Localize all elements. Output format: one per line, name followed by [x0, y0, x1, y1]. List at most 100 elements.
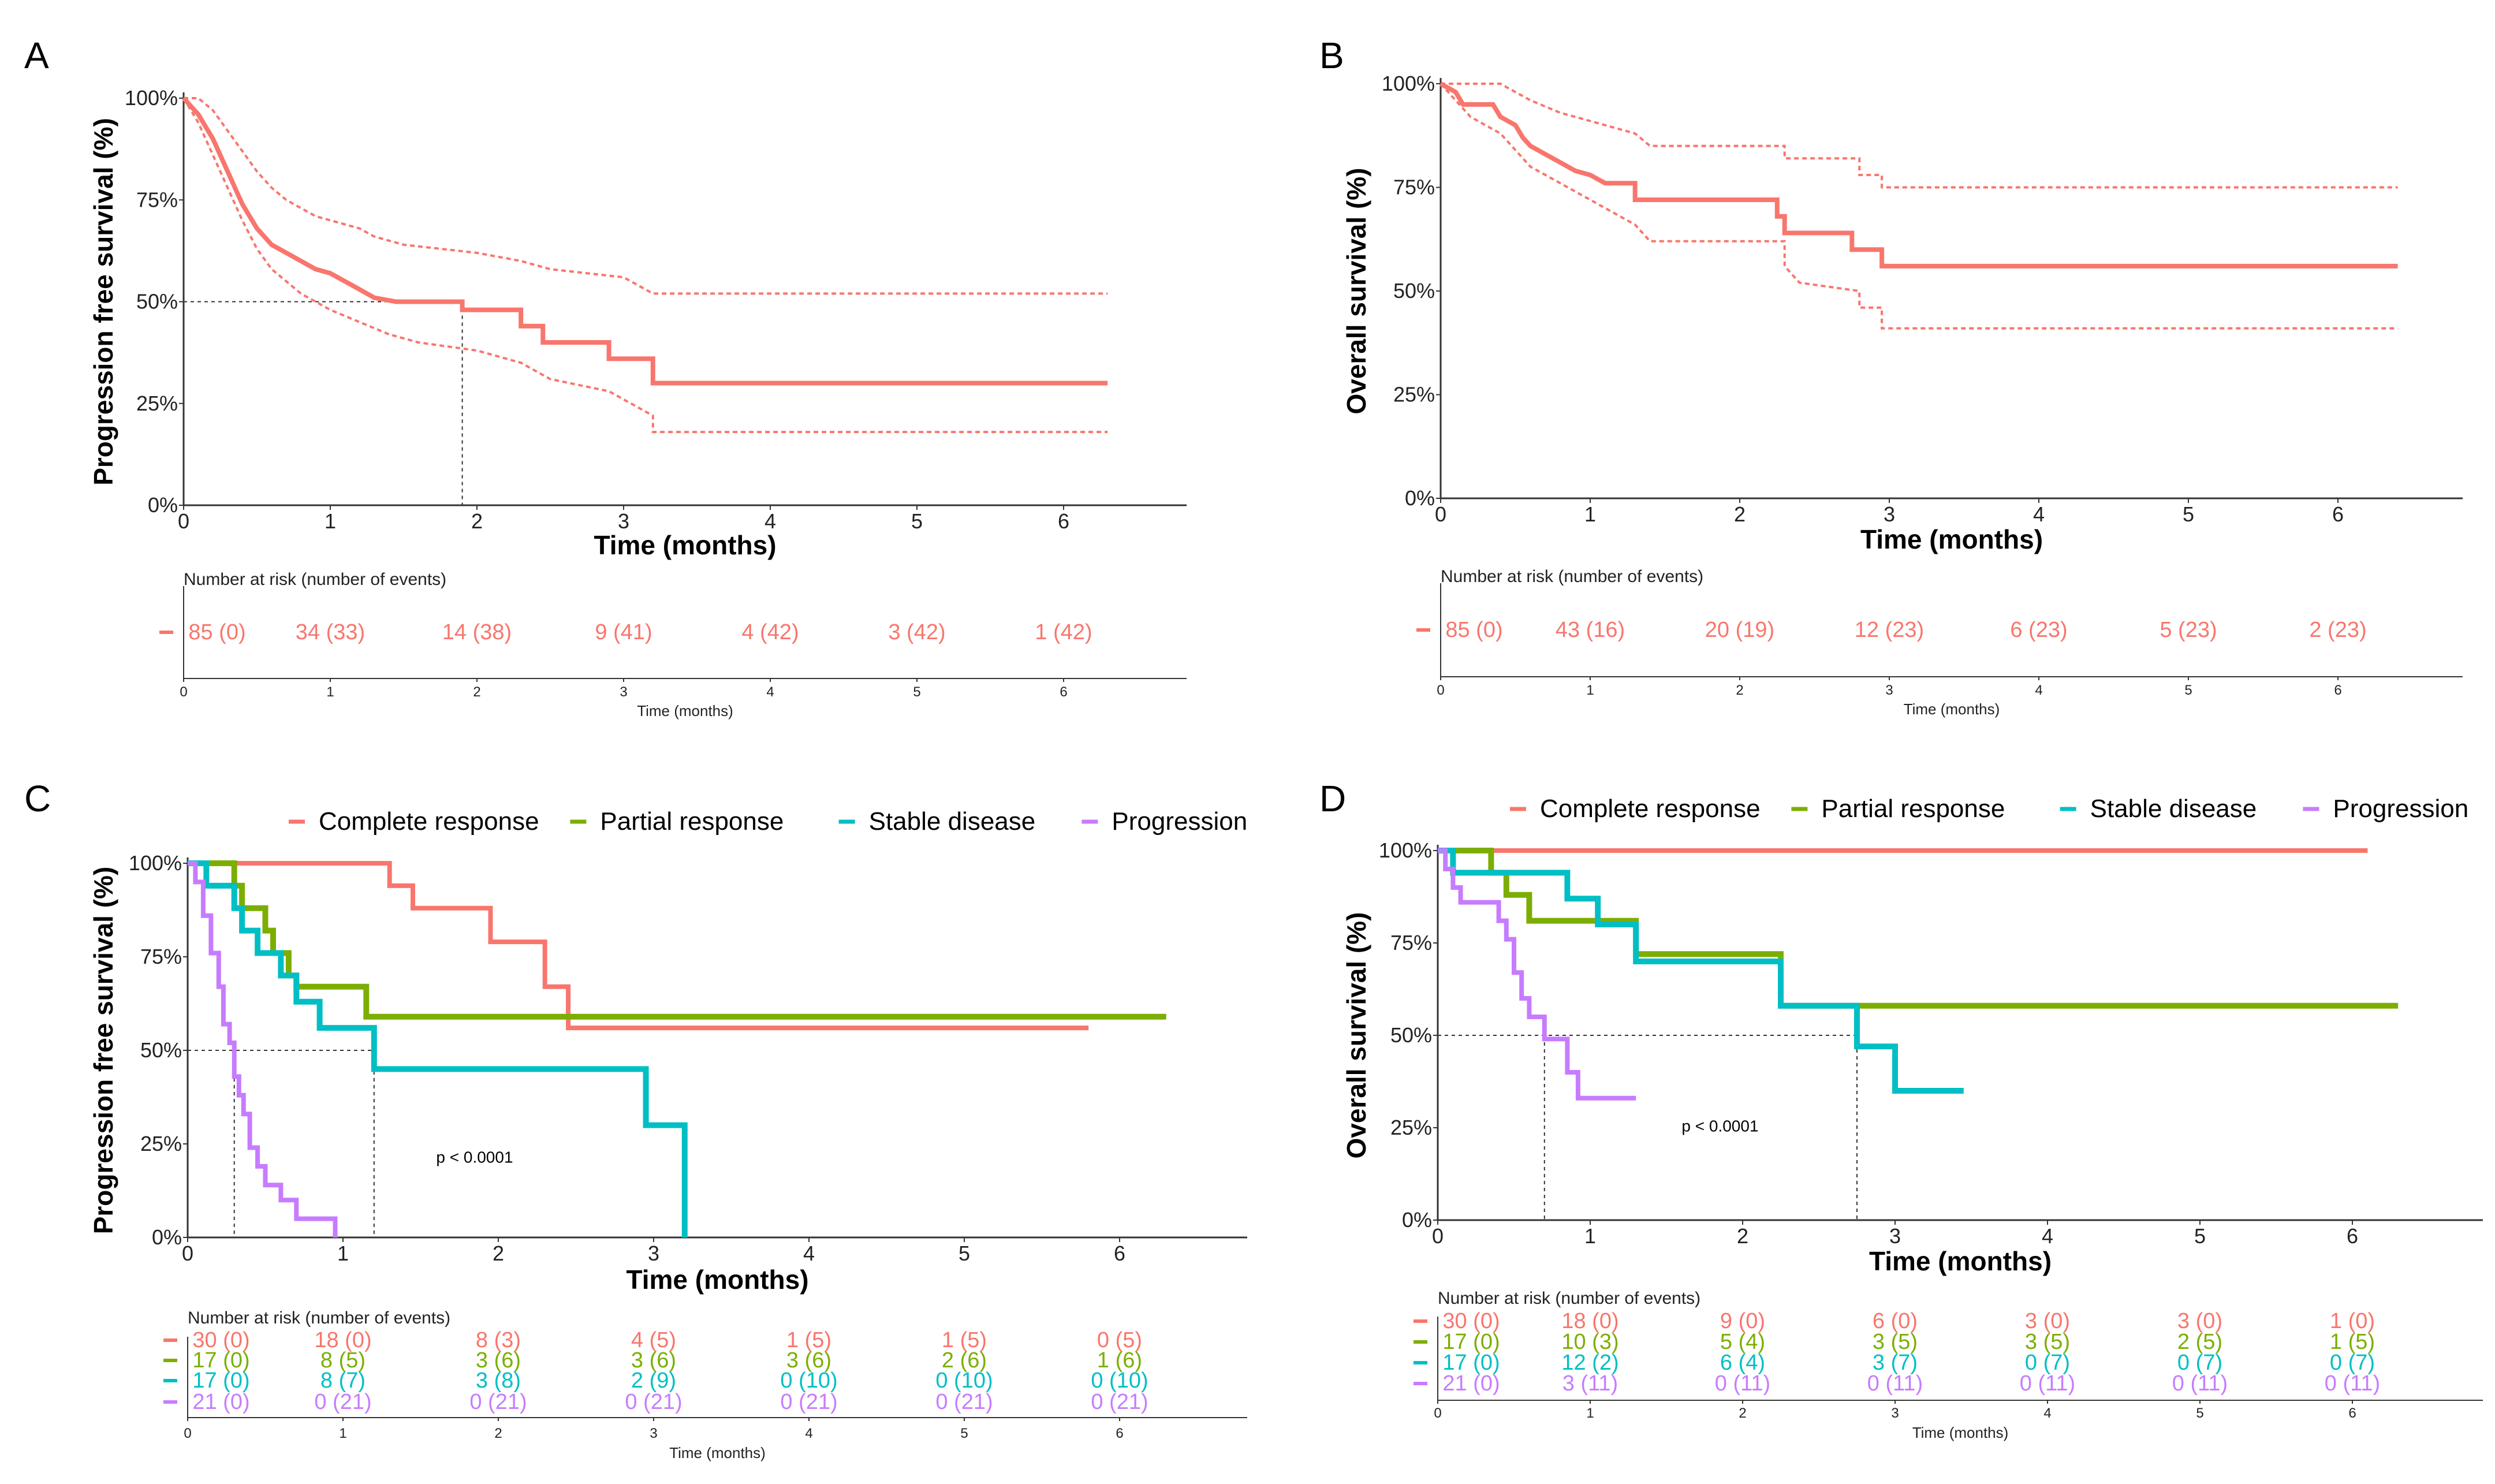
- x-axis-title: Time (months): [1860, 524, 2043, 554]
- risk-tick-label: 1: [339, 1426, 346, 1441]
- legend-label: Stable disease: [2090, 795, 2257, 823]
- risk-cell: 0 (11): [2172, 1371, 2228, 1396]
- risk-cell: 2 (9): [631, 1369, 676, 1393]
- risk-cell: 8 (5): [320, 1348, 366, 1373]
- risk-tick-label: 1: [1586, 683, 1594, 698]
- risk-tick-label: 3: [620, 684, 627, 700]
- risk-cell: 9 (0): [1720, 1309, 1765, 1333]
- risk-cell: 21 (0): [1442, 1371, 1500, 1396]
- risk-cell: 18 (0): [1561, 1309, 1618, 1333]
- risk-cell: 3 (0): [2177, 1309, 2222, 1333]
- risk-cell: 1 (42): [1035, 620, 1092, 644]
- x-tick-label: 5: [2194, 1224, 2206, 1248]
- risk-cell: 6 (4): [1720, 1351, 1765, 1375]
- y-tick-label: 100%: [125, 86, 178, 110]
- risk-cell: 2 (5): [2177, 1330, 2222, 1354]
- risk-tick-label: 6: [2334, 683, 2341, 698]
- y-axis-title: Progression free survival (%): [88, 118, 118, 486]
- risk-cell: 1 (0): [2330, 1309, 2375, 1333]
- risk-cell: 17 (0): [192, 1369, 249, 1393]
- x-tick-label: 0: [1432, 1224, 1444, 1248]
- risk-cell: 17 (0): [1442, 1351, 1500, 1375]
- risk-cell: 3 (6): [786, 1348, 831, 1373]
- risk-tick-label: 4: [2035, 683, 2042, 698]
- y-tick-label: 75%: [140, 945, 182, 968]
- y-tick-label: 50%: [140, 1038, 182, 1062]
- y-tick-label: 25%: [136, 391, 178, 415]
- y-tick-label: 25%: [140, 1132, 182, 1155]
- x-tick-label: 1: [337, 1241, 349, 1265]
- x-tick-label: 6: [1058, 509, 1069, 533]
- risk-cell: 43 (16): [1556, 618, 1625, 642]
- risk-tick-label: 3: [1885, 683, 1893, 698]
- y-axis-title: Overall survival (%): [1341, 912, 1371, 1159]
- risk-x-title: Time (months): [1904, 700, 2000, 718]
- risk-cell: 3 (8): [476, 1369, 521, 1393]
- panel-a: A 0% 25% 50% 75% 100% 0 1 2 3 4 5 6 Time (months) Prog…: [24, 35, 1187, 719]
- risk-tick-label: 2: [473, 684, 480, 700]
- panel-letter: D: [1319, 778, 1346, 819]
- x-tick-label: 2: [471, 509, 483, 533]
- y-tick-label: 25%: [1390, 1116, 1432, 1139]
- risk-cell: 0 (21): [314, 1390, 371, 1414]
- panel-d: D 0% 25% 50% 75% 100% 0 1 2 3 4 5 6 Time (months) Over…: [1319, 778, 2483, 1441]
- risk-cell: 3 (0): [2025, 1309, 2070, 1333]
- risk-tick-label: 5: [2184, 683, 2192, 698]
- risk-cell: 0 (21): [935, 1390, 993, 1414]
- risk-cell: 4 (5): [631, 1328, 676, 1352]
- risk-cell: 0 (11): [1867, 1371, 1923, 1396]
- risk-tick-label: 4: [2043, 1405, 2051, 1421]
- x-tick-label: 0: [1435, 502, 1446, 526]
- risk-cell: 85 (0): [188, 620, 245, 644]
- risk-cell: 17 (0): [192, 1348, 249, 1373]
- risk-cell: 3 (6): [476, 1348, 521, 1373]
- x-tick-label: 2: [1737, 1224, 1748, 1248]
- risk-table-title: Number at risk (number of events): [1438, 1289, 1700, 1308]
- series-line-lower-ci: [182, 97, 1108, 434]
- risk-cell: 1 (5): [2330, 1330, 2375, 1354]
- risk-x-title: Time (months): [637, 702, 733, 719]
- p-value-annotation: p < 0.0001: [436, 1148, 513, 1166]
- series-line-complete-response: [188, 861, 1089, 1031]
- x-tick-label: 2: [1734, 502, 1746, 526]
- risk-cell: 12 (2): [1561, 1351, 1618, 1375]
- risk-cell: 0 (5): [1097, 1328, 1142, 1352]
- risk-cell: 3 (5): [2025, 1330, 2070, 1354]
- panel-letter: C: [24, 778, 51, 819]
- risk-tick-label: 6: [1116, 1426, 1123, 1441]
- x-tick-label: 5: [959, 1241, 970, 1265]
- y-tick-label: 50%: [1393, 279, 1435, 303]
- y-tick-label: 100%: [129, 851, 182, 875]
- series-line-stable-disease: [1438, 848, 1964, 1094]
- x-tick-label: 4: [803, 1241, 815, 1265]
- y-tick-label: 0%: [148, 493, 178, 517]
- risk-cell: 30 (0): [1442, 1309, 1500, 1333]
- risk-tick-label: 6: [2348, 1405, 2356, 1421]
- risk-x-title: Time (months): [669, 1444, 766, 1461]
- x-tick-label: 1: [1584, 1224, 1596, 1248]
- risk-cell: 0 (7): [2025, 1351, 2070, 1375]
- series-line-stable-disease: [188, 860, 688, 1237]
- x-tick-label: 4: [2033, 502, 2045, 526]
- risk-tick-label: 5: [2196, 1405, 2203, 1421]
- risk-cell: 3 (42): [888, 620, 945, 644]
- panel-letter: A: [24, 35, 49, 76]
- x-tick-label: 3: [1889, 1224, 1901, 1248]
- x-axis-title: Time (months): [1869, 1246, 2052, 1276]
- risk-cell: 34 (33): [296, 620, 365, 644]
- risk-table: Number at risk (number of events) 0 1 2 3 4 5 6…: [1416, 567, 2463, 718]
- y-tick-label: 75%: [1393, 176, 1435, 199]
- risk-cell: 12 (23): [1855, 618, 1924, 642]
- risk-cell: 3 (6): [631, 1348, 676, 1373]
- risk-cell: 0 (11): [2325, 1371, 2380, 1396]
- p-value-annotation: p < 0.0001: [1681, 1117, 1758, 1135]
- risk-cell: 2 (6): [942, 1348, 987, 1373]
- y-tick-label: 0%: [1402, 1208, 1432, 1232]
- x-tick-label: 3: [648, 1241, 659, 1265]
- y-tick-label: 75%: [136, 188, 178, 211]
- panel-c: C 0% 25% 50% 75% 100% 0 1 2 3 4 5 6 Time (months) Prog…: [24, 778, 1247, 1461]
- risk-cell: 10 (3): [1561, 1330, 1618, 1354]
- risk-tick-label: 4: [766, 684, 774, 700]
- risk-cell: 21 (0): [192, 1390, 249, 1414]
- y-tick-label: 75%: [1390, 931, 1432, 954]
